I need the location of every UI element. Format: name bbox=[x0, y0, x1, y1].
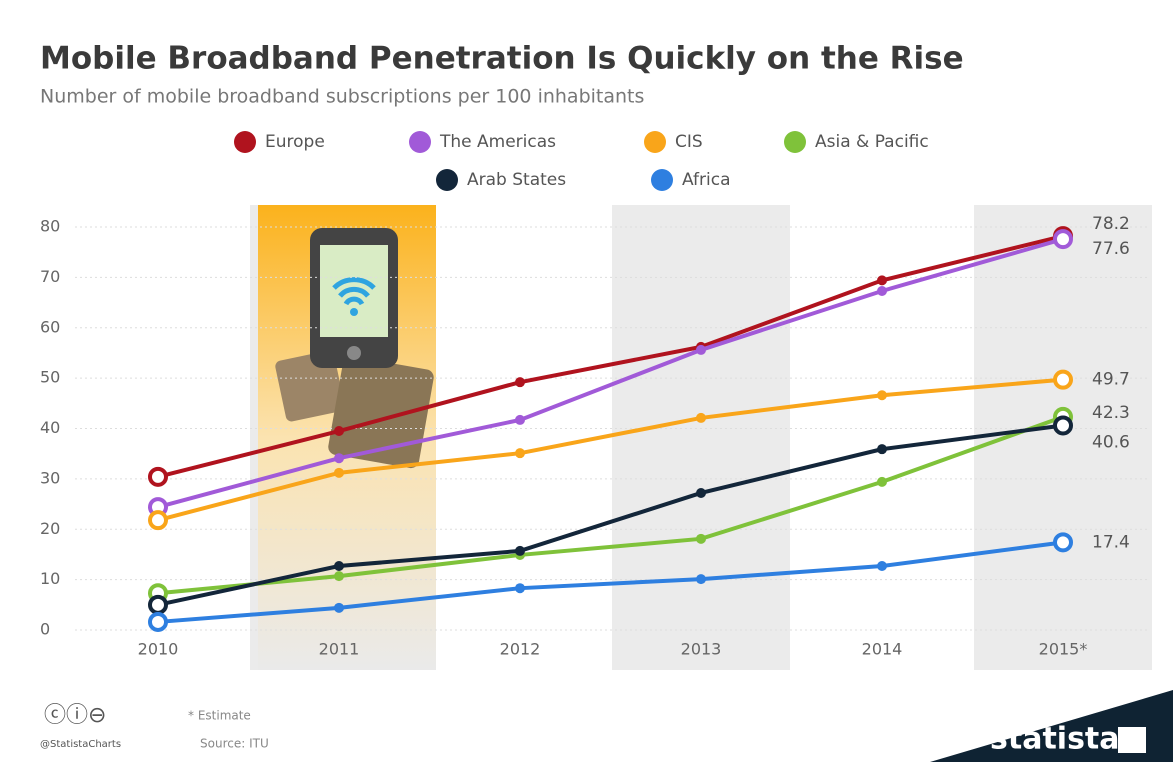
legend-label: Asia & Pacific bbox=[815, 132, 929, 152]
data-point bbox=[334, 571, 344, 581]
x-tick-label: 2015* bbox=[1039, 640, 1088, 659]
chart-title: Mobile Broadband Penetration Is Quickly … bbox=[40, 41, 964, 77]
chart: Mobile Broadband Penetration Is Quickly … bbox=[0, 0, 1173, 762]
y-tick-label: 30 bbox=[40, 468, 60, 487]
data-point bbox=[515, 377, 525, 387]
legend-swatch bbox=[409, 131, 431, 153]
legend-swatch bbox=[651, 169, 673, 191]
data-point bbox=[150, 597, 166, 613]
data-point bbox=[334, 468, 344, 478]
y-tick-label: 0 bbox=[40, 620, 50, 639]
handle: @StatistaCharts bbox=[40, 739, 121, 750]
x-tick-label: 2010 bbox=[138, 640, 179, 659]
source: Source: ITU bbox=[200, 737, 269, 751]
data-point bbox=[334, 603, 344, 613]
value-label: 77.6 bbox=[1092, 239, 1130, 259]
data-point bbox=[515, 546, 525, 556]
y-tick-label: 40 bbox=[40, 418, 60, 437]
data-point bbox=[150, 469, 166, 485]
data-point bbox=[877, 561, 887, 571]
data-point bbox=[150, 614, 166, 630]
data-point bbox=[696, 345, 706, 355]
legend-label: Europe bbox=[265, 132, 325, 152]
data-point bbox=[1055, 372, 1071, 388]
value-label: 78.2 bbox=[1092, 214, 1130, 234]
y-tick-label: 10 bbox=[40, 569, 60, 588]
legend-label: The Americas bbox=[439, 132, 556, 152]
legend-label: Africa bbox=[682, 170, 731, 190]
value-label: 42.3 bbox=[1092, 403, 1130, 423]
value-label: 49.7 bbox=[1092, 370, 1130, 390]
data-point bbox=[696, 574, 706, 584]
data-point bbox=[515, 448, 525, 458]
value-label: 17.4 bbox=[1092, 532, 1130, 552]
data-point bbox=[150, 512, 166, 528]
y-tick-label: 60 bbox=[40, 317, 60, 336]
column-band bbox=[612, 205, 790, 670]
data-point bbox=[877, 275, 887, 285]
brand-icon bbox=[1118, 727, 1146, 753]
value-label: 40.6 bbox=[1092, 432, 1130, 452]
data-point bbox=[334, 453, 344, 463]
data-point bbox=[696, 534, 706, 544]
legend-label: Arab States bbox=[467, 170, 566, 190]
y-tick-label: 80 bbox=[40, 217, 60, 236]
data-point bbox=[515, 583, 525, 593]
data-point bbox=[334, 426, 344, 436]
chart-subtitle: Number of mobile broadband subscriptions… bbox=[40, 86, 644, 108]
data-point bbox=[877, 390, 887, 400]
legend-swatch bbox=[234, 131, 256, 153]
legend-label: CIS bbox=[675, 132, 703, 152]
data-point bbox=[877, 444, 887, 454]
y-tick-label: 20 bbox=[40, 519, 60, 538]
data-point bbox=[515, 415, 525, 425]
legend-swatch bbox=[784, 131, 806, 153]
data-point bbox=[1055, 534, 1071, 550]
data-point bbox=[1055, 417, 1071, 433]
data-point bbox=[696, 413, 706, 423]
legend-swatch bbox=[436, 169, 458, 191]
data-point bbox=[877, 286, 887, 296]
brand: statista bbox=[990, 722, 1120, 757]
x-tick-label: 2011 bbox=[319, 640, 360, 659]
x-tick-label: 2014 bbox=[862, 640, 903, 659]
y-tick-label: 70 bbox=[40, 267, 60, 286]
x-tick-label: 2013 bbox=[681, 640, 722, 659]
footnote: * Estimate bbox=[188, 709, 251, 723]
data-point bbox=[1055, 231, 1071, 247]
data-point bbox=[877, 477, 887, 487]
cc-icons: ⓒⓘ⊖ bbox=[44, 703, 106, 728]
data-point bbox=[334, 561, 344, 571]
x-tick-label: 2012 bbox=[500, 640, 541, 659]
legend-swatch bbox=[644, 131, 666, 153]
data-point bbox=[696, 488, 706, 498]
y-tick-label: 50 bbox=[40, 368, 60, 387]
